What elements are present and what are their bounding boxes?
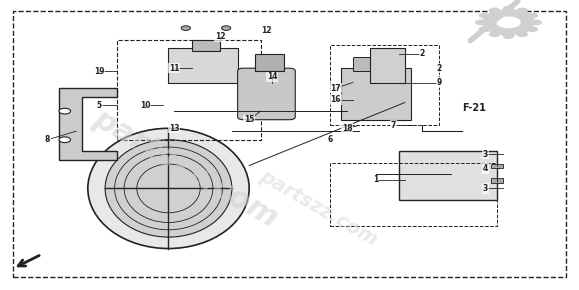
Text: 19: 19 [94,66,105,76]
Text: 4: 4 [483,164,488,173]
Circle shape [479,13,490,18]
Text: 11: 11 [169,64,179,73]
Ellipse shape [105,140,232,237]
Text: 10: 10 [140,101,151,110]
Circle shape [527,26,538,32]
Bar [491,164,503,168]
FancyBboxPatch shape [370,48,405,82]
Circle shape [222,26,230,30]
Circle shape [496,16,521,29]
Circle shape [489,8,500,13]
Text: F-21: F-21 [462,103,486,113]
Bar [491,178,503,183]
Circle shape [503,6,514,12]
FancyBboxPatch shape [168,48,237,82]
Text: partszz.com: partszz.com [89,104,283,233]
Circle shape [527,13,538,18]
Bar [255,54,284,71]
FancyBboxPatch shape [399,151,497,200]
Text: 8: 8 [45,135,50,144]
Circle shape [59,108,71,114]
Circle shape [516,8,528,13]
Text: 2: 2 [419,49,424,58]
FancyBboxPatch shape [342,68,411,120]
Circle shape [516,31,528,37]
Text: 2: 2 [437,64,442,73]
Circle shape [479,26,490,32]
Text: 12: 12 [261,26,272,35]
Text: 14: 14 [267,72,277,81]
Text: 15: 15 [244,115,254,124]
Bar [192,39,221,51]
Circle shape [530,19,542,25]
Text: 13: 13 [169,124,179,133]
Text: 17: 17 [330,84,341,93]
Bar [353,57,399,71]
Polygon shape [59,88,116,160]
Ellipse shape [88,128,249,249]
Circle shape [475,19,486,25]
Circle shape [59,137,71,143]
Circle shape [181,26,190,30]
Text: partszz.com: partszz.com [256,167,381,250]
Text: 12: 12 [215,32,226,41]
Circle shape [482,10,534,35]
Text: 1: 1 [373,175,379,184]
Text: 7: 7 [390,121,396,130]
Circle shape [503,33,514,39]
FancyBboxPatch shape [237,68,295,120]
Text: 3: 3 [483,184,488,193]
Text: 6: 6 [327,135,332,144]
Text: 9: 9 [437,78,442,87]
Text: 18: 18 [342,124,353,133]
Circle shape [489,31,500,37]
Text: 5: 5 [97,101,102,110]
Text: 3: 3 [483,150,488,159]
Text: 16: 16 [331,95,341,104]
